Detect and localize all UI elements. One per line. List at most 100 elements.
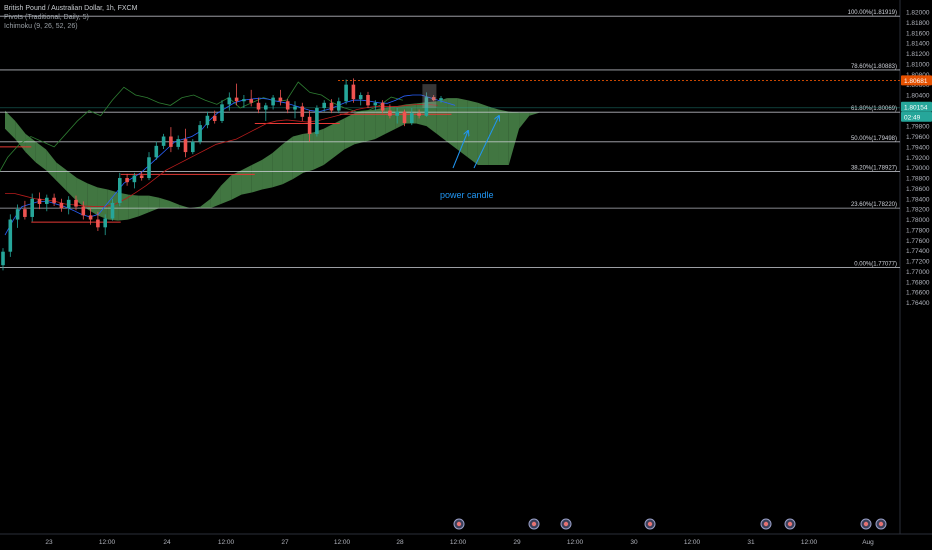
fib-level-label: 50.00%(1.79498) [851,136,897,142]
candle[interactable] [96,211,100,231]
event-markers [453,518,887,530]
time-tick-label: 30 [630,539,638,546]
symbol-title[interactable]: British Pound / Australian Dollar, 1h, F… [4,5,138,12]
pivots-indicator-label[interactable]: Pivots (Traditional, Daily, 5) [4,14,89,21]
candle[interactable] [212,110,217,124]
economic-event-icon[interactable] [875,518,887,530]
candle[interactable] [8,214,13,257]
candle[interactable] [161,133,166,149]
candle[interactable] [81,201,86,220]
cloud-bull-segment [375,107,386,140]
candle[interactable] [344,79,348,105]
economic-event-icon[interactable] [528,518,540,530]
candle[interactable] [15,204,20,228]
economic-event-icon[interactable] [784,518,796,530]
candle[interactable] [183,128,188,158]
candle[interactable] [23,200,27,220]
candle[interactable] [37,192,42,210]
price-tick-label: 1.81800 [906,20,930,27]
candle[interactable] [66,196,71,215]
ichimoku-lines [0,81,456,236]
candle[interactable] [59,198,64,212]
candle[interactable] [198,120,202,145]
candle[interactable] [176,135,180,150]
candle[interactable] [293,101,297,119]
candle[interactable] [205,111,210,129]
candle-body [23,209,27,217]
economic-event-icon[interactable] [760,518,772,530]
candle[interactable] [358,92,363,106]
candle-body [205,115,210,126]
cloud-bull-segment [148,195,160,213]
candle[interactable] [227,92,232,111]
candle[interactable] [264,102,268,121]
candle-body [118,178,122,203]
candle[interactable] [52,193,56,207]
candle[interactable] [322,100,326,112]
candle[interactable] [278,89,283,106]
chart-legend: British Pound / Australian Dollar, 1h, F… [4,4,137,31]
candle[interactable] [395,107,399,124]
candle[interactable] [315,105,319,137]
candle[interactable] [139,171,144,181]
candle[interactable] [329,99,334,114]
candle[interactable] [249,89,253,107]
cloud-bull-segment [210,185,221,209]
ichimoku-indicator-label[interactable]: Ichimoku (9, 26, 52, 26) [4,23,78,30]
price-tick-label: 1.79200 [906,155,930,162]
candle[interactable] [88,208,93,225]
candle[interactable] [118,172,122,207]
candle[interactable] [125,173,129,186]
economic-event-icon[interactable] [560,518,572,530]
candle-body [45,197,49,204]
candle[interactable] [337,97,341,114]
candle[interactable] [285,99,290,114]
economic-event-icon[interactable] [644,518,656,530]
candle[interactable] [30,193,34,222]
candle[interactable] [154,141,159,160]
candle[interactable] [307,110,312,142]
last-price-badge-bg [901,101,932,112]
event-icon-dot [878,521,884,527]
candle[interactable] [256,97,261,114]
candle[interactable] [439,96,443,103]
candle[interactable] [220,100,224,124]
candle[interactable] [380,100,385,114]
candle[interactable] [110,198,115,221]
candle[interactable] [424,92,429,117]
candle[interactable] [388,104,392,119]
candle[interactable] [132,172,137,189]
candle[interactable] [431,95,436,102]
candle[interactable] [366,91,370,108]
candle[interactable] [169,127,173,153]
cloud-bull-segment [272,144,283,188]
cloud-bull-segment [87,183,98,216]
candle[interactable] [74,195,78,211]
economic-event-icon[interactable] [453,518,465,530]
candle[interactable] [103,214,107,236]
candle[interactable] [410,107,414,126]
forecast-arrow [473,116,499,169]
candle[interactable] [271,95,275,110]
candle[interactable] [1,248,5,271]
candle[interactable] [351,78,356,103]
price-tick-label: 1.78400 [906,196,930,203]
economic-event-icon[interactable] [860,518,872,530]
candle[interactable] [417,109,421,119]
candle[interactable] [45,194,49,212]
time-tick-label: 31 [747,539,755,546]
candle[interactable] [234,83,239,106]
candle[interactable] [147,152,151,181]
candle-body [198,125,202,142]
candle[interactable] [242,95,246,108]
candle[interactable] [402,109,407,127]
candle[interactable] [373,100,378,111]
price-tick-label: 1.80800 [906,72,930,79]
candle[interactable] [300,102,305,121]
cloud-bull-segment [128,194,139,220]
candle-body [337,101,341,111]
time-tick-label: 12:00 [334,539,351,546]
candle[interactable] [191,139,195,155]
